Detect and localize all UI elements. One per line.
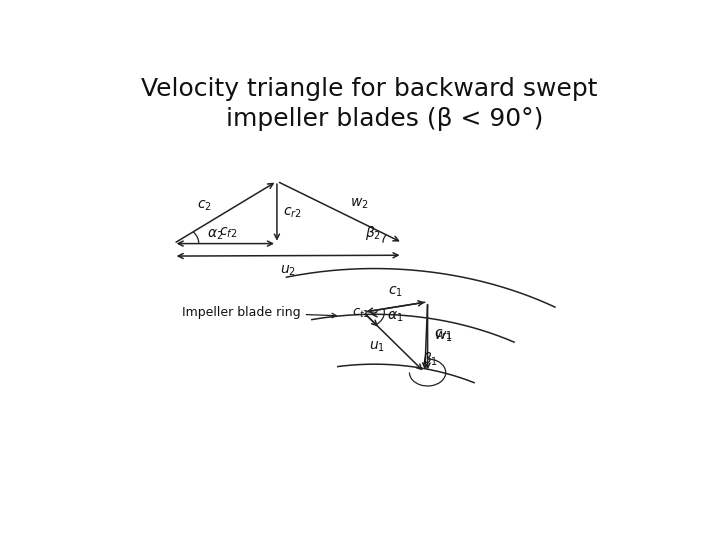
Text: $w_2$: $w_2$ [350, 197, 369, 211]
Text: $u_1$: $u_1$ [369, 339, 385, 354]
Text: $c_{f2}$: $c_{f2}$ [219, 226, 237, 240]
Text: $\alpha_1$: $\alpha_1$ [387, 309, 403, 324]
Text: $\beta_1$: $\beta_1$ [422, 350, 438, 368]
Text: $c_2$: $c_2$ [197, 199, 212, 213]
Text: $c_{r2}$: $c_{r2}$ [282, 205, 302, 220]
Text: $\alpha_2$: $\alpha_2$ [207, 227, 223, 242]
Text: $\beta_2$: $\beta_2$ [364, 224, 381, 242]
Text: Velocity triangle for backward swept
    impeller blades (β < 90°): Velocity triangle for backward swept imp… [140, 77, 598, 131]
Text: $c_1$: $c_1$ [388, 284, 403, 299]
Text: $c_{t1}$: $c_{t1}$ [351, 307, 369, 320]
Text: Impeller blade ring: Impeller blade ring [182, 306, 336, 319]
Text: $u_2$: $u_2$ [280, 264, 296, 278]
Text: $c_{r1}$: $c_{r1}$ [434, 328, 453, 342]
Text: $w_1$: $w_1$ [434, 330, 453, 345]
